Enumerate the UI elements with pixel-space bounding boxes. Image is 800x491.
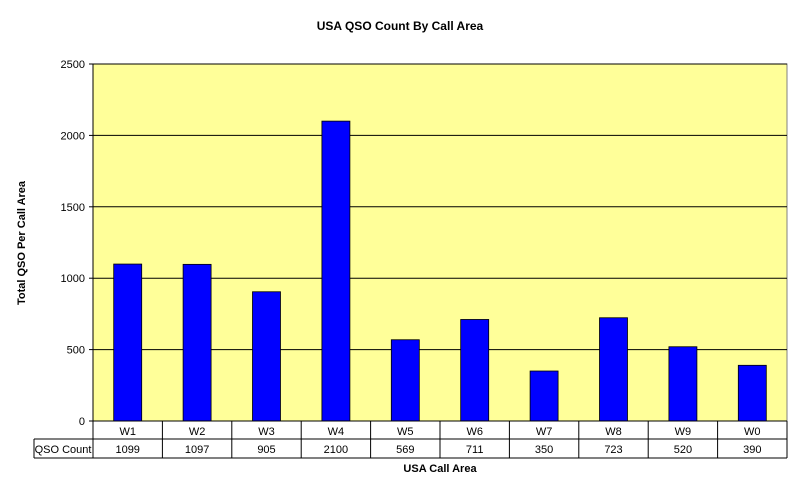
x-tick-label: W2: [189, 426, 206, 438]
bar-w5: [390, 339, 420, 422]
y-axis-label: Total QSO Per Call Area: [16, 180, 28, 305]
x-tick-label: W4: [328, 426, 345, 438]
y-tick-label: 1500: [61, 202, 85, 214]
y-tick-label: 2500: [61, 59, 85, 71]
x-axis-label: USA Call Area: [403, 463, 477, 475]
data-table-value: 905: [257, 444, 275, 456]
legend-series-label: QSO Count: [35, 444, 92, 456]
x-tick-label: W0: [744, 426, 761, 438]
x-tick-label: W7: [536, 426, 553, 438]
data-table-value: 350: [535, 444, 553, 456]
x-tick-label: W5: [397, 426, 414, 438]
bar-w8: [599, 317, 628, 422]
data-table-value: 2100: [324, 444, 348, 456]
y-tick-label: 500: [67, 345, 85, 357]
plot-area: 0 500 1000 1500 2000 2500 QSO Count W1 1099 W2 109…: [33, 59, 788, 459]
data-table-value: 569: [396, 444, 414, 456]
bar-w3: [252, 291, 281, 422]
bar-w4: [321, 120, 351, 422]
bar-w0: [737, 364, 767, 422]
bar-w6: [460, 319, 490, 422]
y-tick-label: 2000: [61, 130, 85, 142]
x-tick-label: W8: [605, 426, 622, 438]
y-tick-label: 1000: [61, 273, 85, 285]
bar-w9: [668, 346, 698, 422]
x-tick-label: W9: [675, 426, 692, 438]
x-tick-label: W6: [466, 426, 483, 438]
data-table-value: 1097: [185, 444, 209, 456]
data-table-value: 1099: [115, 444, 139, 456]
data-table-value: 390: [743, 444, 761, 456]
chart-title: USA QSO Count By Call Area: [317, 19, 484, 33]
x-tick-label: W1: [119, 426, 136, 438]
y-tick-label: 0: [79, 416, 85, 428]
x-tick-label: W3: [258, 426, 275, 438]
data-table-value: 711: [466, 444, 484, 456]
bar-w7: [529, 370, 559, 422]
bar-w2: [182, 263, 212, 422]
bar-w1: [113, 263, 143, 422]
data-table-value: 723: [604, 444, 622, 456]
data-table-value: 520: [674, 444, 692, 456]
